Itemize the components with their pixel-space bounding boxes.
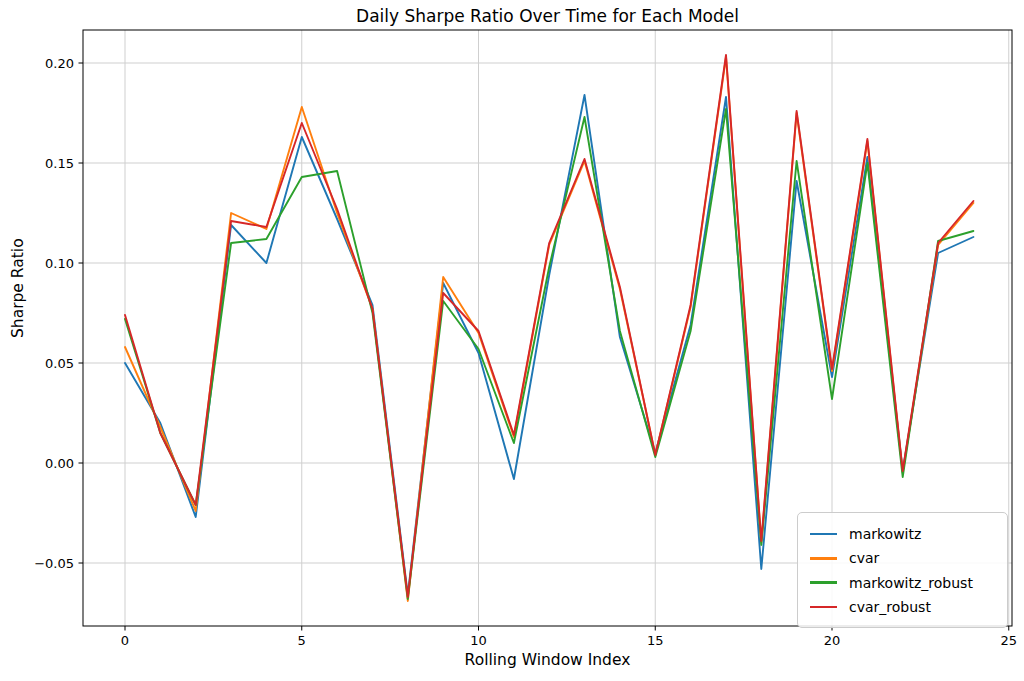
x-tick-label: 5: [298, 633, 306, 648]
legend: markowitz cvar markowitz_robust cvar_rob…: [797, 512, 1008, 628]
legend-item-cvar: cvar: [810, 546, 997, 570]
y-tick-label: −0.05: [34, 556, 74, 571]
y-tick-label: 0.20: [45, 56, 74, 71]
y-tick-label: 0.05: [45, 356, 74, 371]
legend-label-markowitz-robust: markowitz_robust: [849, 576, 973, 590]
legend-label-cvar-robust: cvar_robust: [849, 600, 931, 614]
legend-swatch-markowitz-robust: [810, 581, 837, 584]
x-tick-label: 0: [121, 633, 129, 648]
legend-swatch-markowitz: [810, 533, 837, 536]
y-tick-label: 0.15: [45, 156, 74, 171]
legend-item-markowitz: markowitz: [810, 522, 997, 546]
chart-title: Daily Sharpe Ratio Over Time for Each Mo…: [83, 6, 1012, 26]
x-tick-label: 15: [647, 633, 664, 648]
y-tick-label: 0.00: [45, 456, 74, 471]
legend-swatch-cvar: [810, 557, 837, 560]
y-axis-label: Sharpe Ratio: [9, 318, 29, 338]
x-tick-label: 25: [1000, 633, 1017, 648]
legend-label-markowitz: markowitz: [849, 527, 921, 541]
legend-label-cvar: cvar: [849, 551, 879, 565]
figure: 0 5 10 15 20 25 −0.05 0.00 0.05 0.10 0.15 0.20 Dail…: [0, 0, 1024, 681]
x-tick-label: 10: [470, 633, 487, 648]
x-axis-label: Rolling Window Index: [83, 651, 1012, 669]
y-tick-label: 0.10: [45, 256, 74, 271]
legend-item-markowitz-robust: markowitz_robust: [810, 571, 997, 595]
x-tick-label: 20: [824, 633, 841, 648]
legend-swatch-cvar-robust: [810, 606, 837, 609]
legend-item-cvar-robust: cvar_robust: [810, 595, 997, 619]
